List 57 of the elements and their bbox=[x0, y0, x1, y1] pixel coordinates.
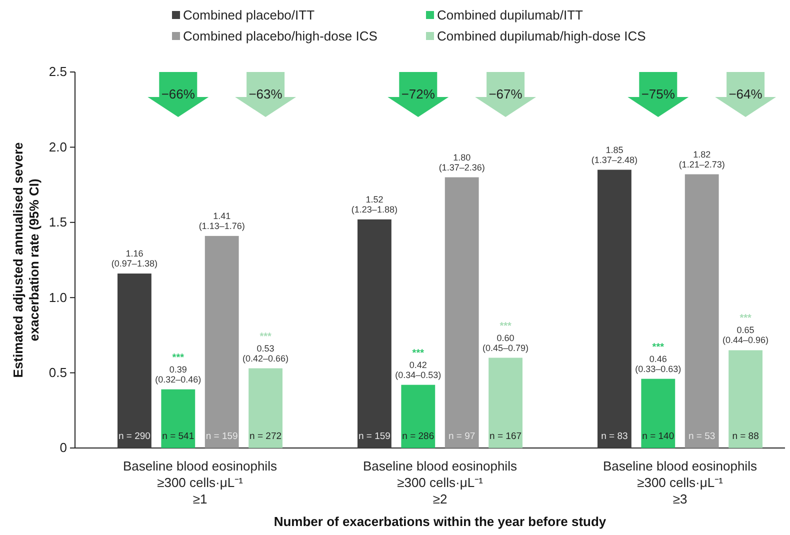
data-label: 1.82 (1.21–2.73) bbox=[678, 149, 725, 170]
data-label: *** 0.53 (0.42–0.66) bbox=[242, 331, 289, 364]
annotation: n = 159 bbox=[206, 431, 238, 442]
annotation: n = 159 bbox=[358, 431, 390, 442]
bar bbox=[684, 174, 719, 448]
y-tick-label: 0.5 bbox=[48, 364, 67, 380]
data-label: *** 0.65 (0.44–0.96) bbox=[722, 313, 769, 346]
legend-label: Combined dupilumab/high-dose ICS bbox=[437, 28, 646, 44]
data-label: 1.16 (0.97–1.38) bbox=[111, 248, 158, 269]
x-tick-label: Baseline blood eosinophils ≥300 cells·μL⁻¹ ≥1 bbox=[123, 458, 278, 506]
data-label: *** 0.39 (0.32–0.46) bbox=[155, 352, 202, 384]
annotation: n = 83 bbox=[601, 431, 628, 442]
data-label: *** 0.60 (0.45–0.79) bbox=[482, 320, 529, 353]
bar bbox=[488, 358, 522, 448]
legend-label: Combined placebo/high-dose ICS bbox=[183, 28, 378, 44]
bar bbox=[728, 350, 762, 448]
data-label: *** 0.46 (0.33–0.63) bbox=[635, 342, 682, 374]
bar bbox=[641, 378, 676, 448]
y-tick-label: 2.5 bbox=[48, 64, 67, 80]
annotation: −64% bbox=[728, 86, 763, 102]
bar bbox=[444, 177, 479, 448]
annotation: n = 53 bbox=[688, 431, 716, 442]
annotation: −66% bbox=[161, 86, 196, 102]
bar bbox=[598, 170, 632, 448]
legend-label: Combined dupilumab/ITT bbox=[437, 8, 584, 22]
annotation: −75% bbox=[641, 86, 676, 102]
annotation: −67% bbox=[488, 86, 523, 102]
y-tick-label: 1.0 bbox=[48, 290, 67, 305]
bar bbox=[161, 389, 196, 448]
annotation: n = 167 bbox=[490, 431, 522, 442]
annotation: −72% bbox=[401, 86, 436, 102]
data-label: 1.41 (1.13–1.76) bbox=[198, 210, 245, 231]
bar bbox=[118, 274, 152, 448]
annotation: n = 272 bbox=[250, 431, 282, 442]
bar bbox=[358, 219, 392, 448]
bar bbox=[401, 384, 436, 448]
annotation: n = 286 bbox=[402, 431, 434, 442]
annotation: −63% bbox=[248, 86, 283, 102]
annotation: n = 290 bbox=[118, 431, 150, 442]
bar bbox=[204, 236, 239, 448]
data-label: 1.52 (1.23–1.88) bbox=[351, 194, 398, 214]
annotation: n = 88 bbox=[732, 431, 759, 442]
y-tick-label: 1.5 bbox=[48, 214, 67, 230]
x-axis-title: Number of exacerbations within the year before study bbox=[274, 514, 607, 529]
x-tick-label: Baseline blood eosinophils ≥300 cells·μL⁻¹ ≥2 bbox=[363, 458, 518, 506]
annotation: n = 140 bbox=[642, 431, 674, 442]
data-label: *** 0.42 (0.34–0.53) bbox=[395, 348, 442, 380]
x-tick-label: Baseline blood eosinophils ≥300 cells·μL⁻¹ ≥3 bbox=[603, 458, 758, 506]
legend-label: Combined placebo/ITT bbox=[183, 8, 315, 22]
y-tick-label: 2.0 bbox=[48, 139, 67, 154]
y-axis-title: Estimated adjusted annualised severe exacerbation rate (95% CI) bbox=[10, 142, 42, 378]
annotation: n = 541 bbox=[162, 431, 194, 442]
y-tick-label: 0 bbox=[60, 440, 67, 456]
data-label: 1.80 (1.37–2.36) bbox=[438, 152, 485, 172]
bar bbox=[248, 368, 282, 448]
annotation: n = 97 bbox=[448, 431, 476, 442]
data-label: 1.85 (1.37–2.48) bbox=[591, 144, 638, 165]
